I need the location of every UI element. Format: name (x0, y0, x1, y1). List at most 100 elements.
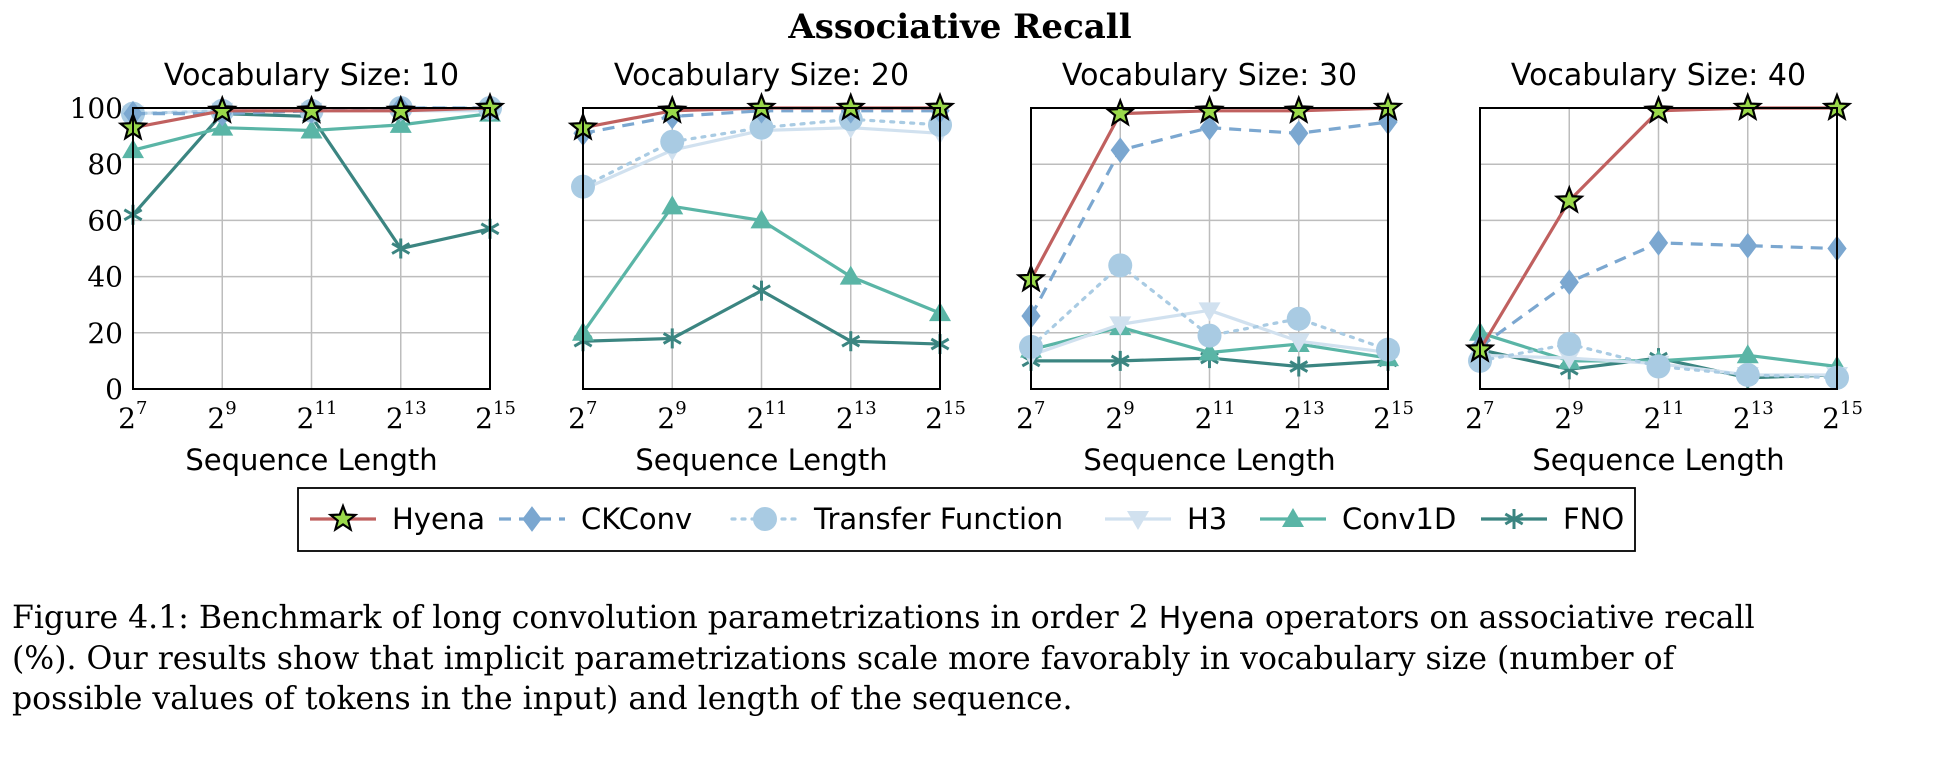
x-tick-exponent: 9 (1123, 398, 1134, 419)
y-tick-label: 100 (70, 92, 123, 125)
data-point-conv1d (1198, 341, 1221, 361)
figure-suptitle: Associative Recall (787, 7, 1131, 47)
y-tick-label: 0 (105, 373, 123, 406)
x-tick-exponent: 15 (493, 398, 516, 419)
x-tick-label: 2 (1554, 402, 1572, 435)
legend-entry-conv1d: Conv1D (1260, 502, 1456, 536)
data-point-fno (752, 280, 771, 301)
data-point-ckconv (1738, 232, 1758, 259)
x-tick-label: 2 (1195, 402, 1213, 435)
x-tick-exponent: 9 (675, 398, 686, 419)
x-axis-label: Sequence Length (1083, 443, 1335, 477)
data-point-hyena (206, 94, 238, 124)
x-tick-label: 2 (118, 402, 136, 435)
x-axis-label: Sequence Length (185, 443, 437, 477)
x-tick-label: 2 (1016, 402, 1034, 435)
caption-line-1-prefix: Figure 4.1: Benchmark of long convolutio… (12, 600, 1159, 636)
data-point-transfer-function (1286, 306, 1311, 331)
data-point-ckconv (1110, 137, 1130, 163)
x-tick-label: 2 (925, 402, 943, 435)
legend-marker (1282, 508, 1304, 527)
data-point-transfer-function (1108, 253, 1133, 278)
legend-label: H3 (1187, 502, 1227, 536)
data-point-hyena (1283, 94, 1315, 124)
legend-label: Conv1D (1342, 502, 1456, 536)
plot-frame (582, 107, 941, 390)
y-tick-label: 80 (87, 148, 123, 181)
data-point-h3 (1198, 302, 1221, 322)
data-point-conv1d (750, 209, 773, 229)
x-tick-label: 2 (1733, 402, 1751, 435)
x-tick-exponent: 9 (1572, 398, 1583, 419)
data-point-conv1d (300, 119, 323, 139)
figure-caption: Figure 4.1: Benchmark of long convolutio… (12, 598, 1932, 719)
data-point-hyena (1643, 94, 1674, 124)
x-tick-exponent: 11 (1213, 398, 1236, 419)
data-point-hyena (746, 91, 777, 122)
legend-marker (327, 502, 359, 533)
caption-line-1: Figure 4.1: Benchmark of long convolutio… (12, 598, 1932, 639)
data-point-transfer-function (749, 115, 774, 140)
data-point-fno (391, 238, 411, 259)
x-tick-label: 2 (1465, 402, 1483, 435)
x-tick-label: 2 (568, 402, 586, 435)
legend-marker (522, 506, 542, 532)
data-point-ckconv (1648, 230, 1669, 256)
plot-frame (1030, 107, 1389, 390)
legend-label: Hyena (392, 502, 485, 536)
data-point-transfer-function (660, 129, 685, 154)
legend-label: CKConv (581, 502, 692, 536)
chart-panel-3: Vocabulary Size: 302 7 2 9 2 11 2 13 2 15Sequence… (1015, 58, 1414, 477)
data-point-fno (1289, 356, 1309, 377)
x-tick-exponent: 7 (1483, 398, 1494, 419)
data-point-conv1d (839, 265, 862, 285)
data-point-h3 (1287, 333, 1310, 353)
data-point-ckconv (1559, 269, 1579, 296)
panel-title: Vocabulary Size: 40 (1511, 58, 1806, 93)
data-point-conv1d (389, 113, 412, 133)
data-point-hyena (1553, 184, 1585, 214)
data-point-hyena (1104, 97, 1136, 127)
x-tick-label: 2 (657, 402, 675, 435)
x-tick-label: 2 (1822, 402, 1840, 435)
y-tick-label: 60 (87, 204, 123, 237)
legend-entry-transfer-function: Transfer Function (730, 502, 1063, 536)
legend-entry-ckconv: CKConv (499, 502, 692, 536)
legend-entry-fno: FNO (1481, 502, 1624, 536)
data-point-hyena (1732, 91, 1764, 122)
x-tick-exponent: 13 (854, 398, 877, 419)
plot-frame (132, 107, 491, 390)
data-point-fno (1110, 350, 1130, 371)
caption-hyena-term: Hyena (1158, 601, 1255, 636)
x-tick-label: 2 (1105, 402, 1123, 435)
x-tick-exponent: 11 (765, 398, 788, 419)
x-tick-exponent: 13 (404, 398, 427, 419)
x-tick-exponent: 13 (1302, 398, 1325, 419)
data-point-hyena (835, 91, 867, 122)
x-tick-exponent: 9 (225, 398, 236, 419)
data-point-ckconv (1289, 120, 1309, 147)
data-point-fno (841, 331, 861, 352)
x-axis-label: Sequence Length (635, 443, 887, 477)
data-point-hyena (1194, 94, 1225, 124)
panel-title: Vocabulary Size: 10 (164, 58, 459, 93)
x-tick-exponent: 15 (1840, 398, 1863, 419)
panel-title: Vocabulary Size: 20 (614, 58, 909, 93)
data-point-transfer-function (1557, 332, 1582, 357)
data-point-fno (662, 328, 682, 349)
x-axis-label: Sequence Length (1532, 443, 1784, 477)
data-point-hyena (296, 94, 327, 124)
data-point-transfer-function (1646, 354, 1671, 379)
series-conv1d (572, 195, 951, 341)
data-point-transfer-function (1197, 323, 1222, 348)
data-point-h3 (1558, 350, 1581, 370)
x-tick-exponent: 13 (1751, 398, 1774, 419)
y-tick-label: 20 (87, 317, 123, 350)
data-point-h3 (1109, 316, 1132, 336)
chart-panel-2: Vocabulary Size: 202 7 2 9 2 11 2 13 2 15Sequence… (567, 58, 966, 477)
x-tick-label: 2 (836, 402, 854, 435)
x-tick-label: 2 (1373, 402, 1391, 435)
